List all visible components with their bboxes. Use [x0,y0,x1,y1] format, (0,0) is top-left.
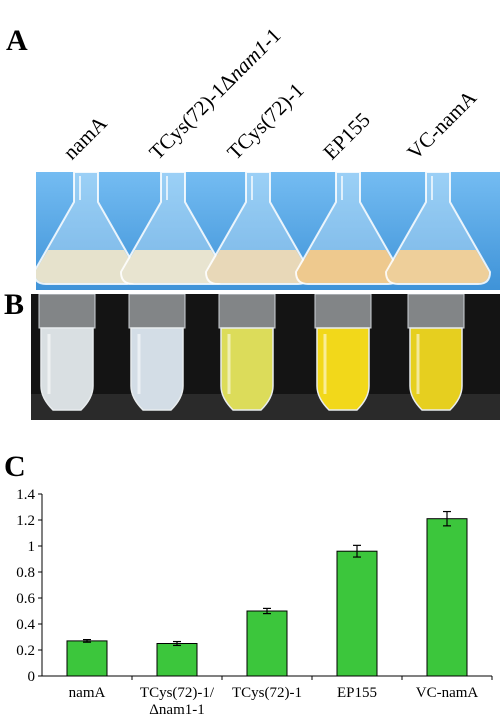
y-tick-label: 0.6 [16,591,35,607]
flask-liquid [207,250,309,283]
x-tick-label: Δnam1-1 [149,702,204,718]
panel-letter-a: A [6,24,28,57]
y-tick-label: 0 [28,669,36,685]
tube [218,294,276,411]
x-tick-label: TCys(72)-1 [232,685,302,701]
flask-liquid [387,250,489,283]
bar [156,643,198,677]
sample-label-vc-nama: VC-namA [402,85,482,165]
y-tick-label: 1.4 [16,487,35,503]
x-tick-label: VC-namA [416,685,479,701]
flask [294,172,402,285]
flask-liquid [297,250,399,283]
tube-liquid [409,327,463,411]
y-tick-label: 1 [28,539,36,555]
tube [38,294,96,411]
flask [119,172,227,285]
x-tick-label: namA [69,685,106,701]
panel-letter-b: B [4,288,25,321]
tube [314,294,372,411]
tube-photo-svg [31,294,500,420]
tube [128,294,186,411]
y-tick-label: 0.4 [16,617,35,633]
y-tick-label: 0.8 [16,565,35,581]
bar [336,550,378,677]
tube-liquid [40,327,94,411]
tube-photo [31,294,500,420]
flask [384,172,492,285]
bar [246,610,288,677]
y-tick-label: 1.2 [16,513,35,529]
sample-label-ep155: EP155 [318,107,375,165]
flask-liquid [36,250,137,283]
tube-liquid [130,327,184,411]
tube-liquid [316,327,370,411]
bar [66,640,108,677]
bar-chart: 0 0.2 0.4 0.6 0.8 1 1.2 1.4 namA TCys(72)-1/Δnam1… [16,487,493,718]
flask-photo-svg [36,172,500,290]
flask-photo [36,172,500,290]
flask-liquid [122,250,224,283]
y-tick-label: 0.2 [16,643,35,659]
x-tick-label: TCys(72)-1/ [140,685,215,701]
tube [407,294,465,411]
sample-label-nama: namA [58,111,112,165]
panel-letter-c: C [4,450,26,483]
sample-label-tcys-nam1: TCys(72)-1Δnam1-1 [144,23,286,165]
tube-liquid [220,327,274,411]
bar [426,518,468,677]
x-tick-label: EP155 [337,685,377,701]
